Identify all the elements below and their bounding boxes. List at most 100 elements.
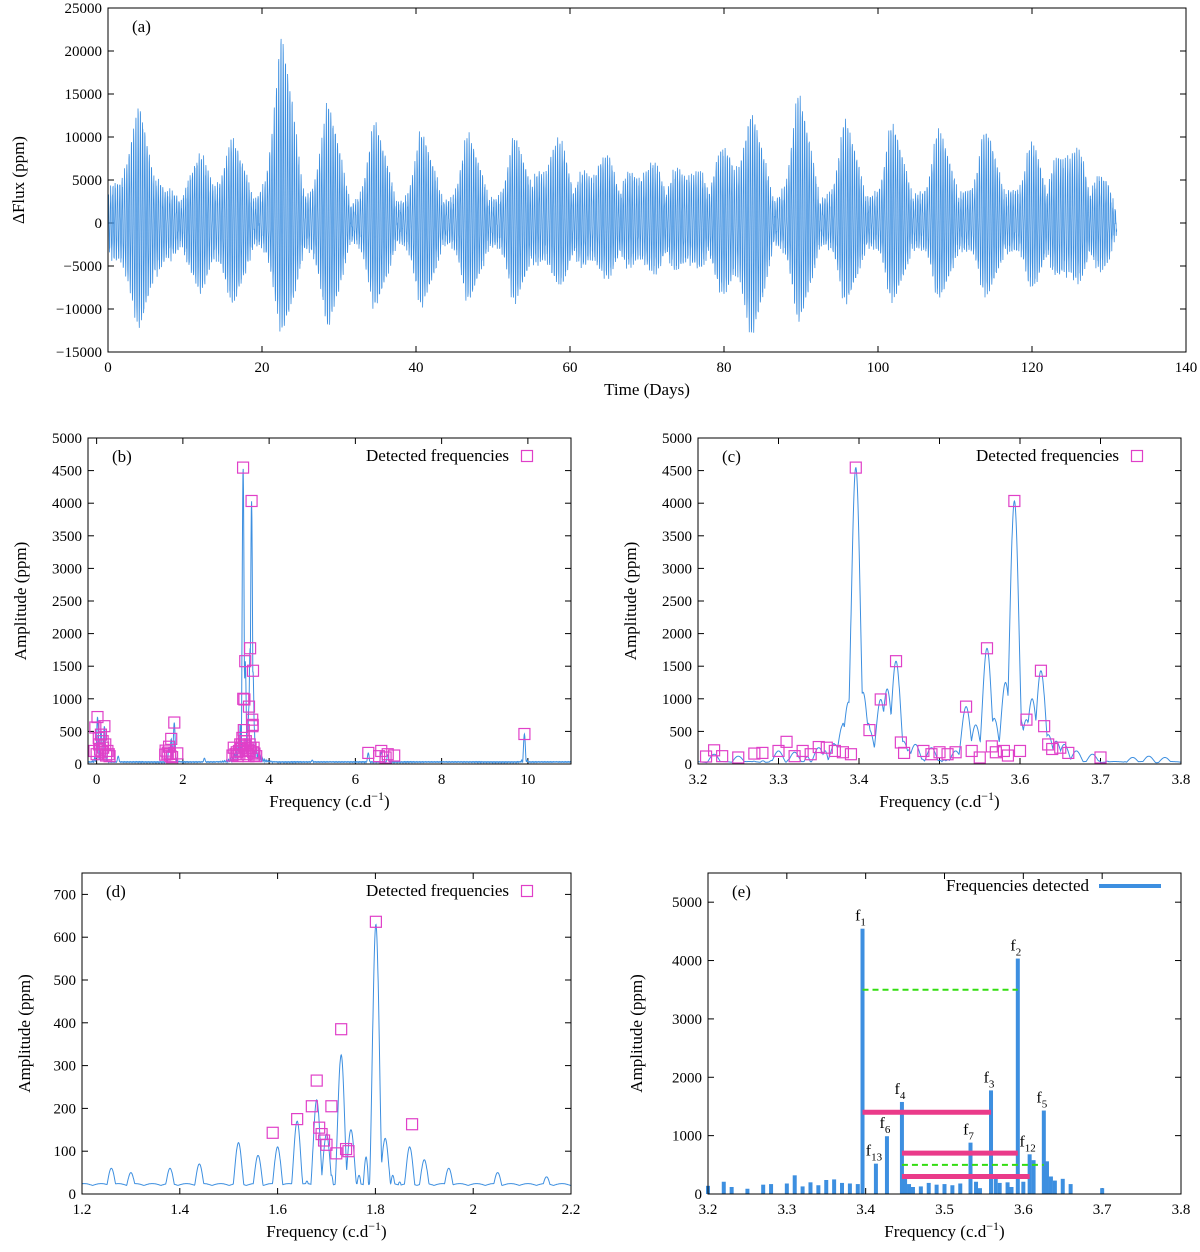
- periodogram-line: [88, 468, 571, 764]
- detected-frequency-marker: [959, 700, 973, 713]
- x-axis-label-sup: −1: [981, 789, 994, 803]
- x-tick-label: 3.2: [689, 772, 708, 788]
- detected-frequency-marker: [320, 1138, 333, 1151]
- panel-a-light-curve: 0 20 40 60 80 100 120 140 −15000 −10000 −5000 0 5000…: [9, 1, 1197, 399]
- detected-frequency-marker: [342, 1145, 355, 1158]
- frequency-label-f: f: [984, 1069, 990, 1086]
- frequency-bar: [918, 1186, 923, 1194]
- legend-label: Detected frequencies: [366, 881, 509, 900]
- y-tick-label: 2500: [52, 594, 82, 610]
- detected-frequency-marker: [236, 731, 249, 745]
- detected-frequency-marker: [917, 744, 930, 758]
- detected-frequency-marker: [812, 740, 825, 754]
- detected-frequency-marker: [379, 751, 392, 764]
- plot-frame: [87, 437, 572, 765]
- x-tick-label: 1.2: [73, 1202, 92, 1218]
- detected-frequency-marker: [828, 744, 841, 758]
- detected-frequency-marker: [313, 1121, 326, 1134]
- frequency-bar: [873, 1163, 878, 1194]
- detected-frequency-marker: [168, 716, 181, 729]
- frequency-bar: [989, 1090, 994, 1194]
- x-tick-label: 1.4: [170, 1202, 189, 1218]
- detected-frequency-marker: [226, 749, 239, 762]
- detected-frequency-marker: [973, 751, 986, 764]
- frequency-label: f1: [855, 908, 866, 929]
- frequency-label-sub: 1: [860, 917, 866, 929]
- detected-frequency-marker: [1094, 751, 1107, 764]
- frequency-label-sub: 2: [1016, 947, 1022, 959]
- frequency-bar: [1041, 1110, 1046, 1194]
- frequency-bar: [958, 1183, 963, 1194]
- x-axis-label-sup: −1: [986, 1219, 999, 1233]
- panel-d-periodogram-low: 1.2 1.4 1.6 1.8 2 2.2 0 100 200 300 400 500 600 700 Fr…: [15, 872, 580, 1241]
- detected-frequency-marker: [732, 751, 745, 764]
- y-tick-label: 700: [54, 887, 77, 903]
- x-tick-label: 1.8: [366, 1202, 385, 1218]
- y-tick-label: 3500: [662, 529, 692, 545]
- detected-frequency-marker: [1001, 749, 1015, 762]
- detected-frequency-marker: [836, 746, 850, 759]
- frequency-bar: [899, 1101, 904, 1194]
- frequency-bar: [729, 1186, 734, 1194]
- x-tick-label: 3.3: [769, 772, 788, 788]
- detected-frequency-marker: [372, 750, 386, 763]
- frequency-bar: [942, 1184, 947, 1194]
- y-tick-label: 4500: [662, 464, 692, 480]
- x-axis-label-end: ): [999, 1222, 1005, 1241]
- frequency-bar: [824, 1179, 829, 1194]
- detected-frequency-marker: [925, 748, 938, 761]
- detected-frequency-marker: [244, 642, 257, 655]
- detected-frequency-marker: [1038, 720, 1051, 733]
- detected-frequency-marker: [291, 1112, 304, 1126]
- panel-label: (b): [112, 447, 132, 466]
- detected-frequency-marker: [238, 693, 251, 706]
- y-tick-label: 5000: [662, 431, 692, 447]
- x-tick-label: 3.4: [850, 772, 869, 788]
- legend-marker: [1130, 449, 1144, 463]
- frequency-bar: [860, 928, 865, 1194]
- detected-frequency-marker: [335, 1023, 348, 1036]
- detected-frequency-marker: [238, 739, 252, 752]
- detected-frequency-marker: [305, 1100, 318, 1113]
- detected-frequency-marker: [897, 746, 911, 760]
- x-tick-label: 3.8: [1172, 1202, 1191, 1218]
- y-tick-label: −10000: [56, 302, 102, 318]
- frequency-label-sub: 12: [1025, 1142, 1036, 1154]
- frequency-bar: [816, 1185, 821, 1194]
- frequency-bar: [1060, 1178, 1065, 1194]
- detected-frequency-marker: [242, 700, 256, 713]
- detected-frequency-marker: [889, 655, 903, 668]
- frequency-label-f: f: [1019, 1133, 1025, 1150]
- detected-frequency-marker: [1034, 664, 1048, 677]
- x-axis-label-main: Frequency (c.d: [269, 792, 371, 811]
- detected-frequency-marker: [941, 748, 954, 761]
- frequency-label-f: f: [855, 908, 861, 925]
- x-axis-label-sup: −1: [368, 1219, 381, 1233]
- x-tick-label: 3.8: [1172, 772, 1191, 788]
- y-tick-label: 1000: [662, 692, 692, 708]
- detected-frequency-marker: [165, 732, 178, 745]
- y-axis-label: Amplitude (ppm): [627, 974, 646, 1093]
- x-axis-label: Frequency (c.d−1): [266, 1219, 386, 1241]
- frequency-bar: [1015, 958, 1020, 1194]
- detected-frequency-marker: [93, 738, 106, 751]
- frequency-bar: [808, 1182, 813, 1194]
- detected-frequency-marker: [1013, 744, 1027, 758]
- detected-frequency-marker: [989, 746, 1002, 759]
- detected-frequency-marker: [844, 748, 858, 761]
- panel-label: (e): [732, 882, 751, 901]
- plot-frame: [707, 872, 1182, 1195]
- detected-frequency-marker: [317, 1134, 331, 1147]
- x-tick-label: 3.2: [699, 1202, 718, 1218]
- periodogram-line: [82, 923, 571, 1187]
- detected-frequency-marker: [849, 461, 862, 474]
- x-tick-label: 1.6: [268, 1202, 287, 1218]
- y-tick-label: 0: [95, 216, 103, 232]
- x-tick-label: 3.4: [856, 1202, 875, 1218]
- detected-frequency-marker: [405, 1118, 419, 1131]
- plot-area: [88, 461, 571, 764]
- detected-frequency-marker: [90, 748, 103, 761]
- frequency-bar: [974, 1181, 979, 1194]
- detected-frequency-marker: [756, 746, 769, 760]
- detected-frequency-marker: [96, 735, 109, 748]
